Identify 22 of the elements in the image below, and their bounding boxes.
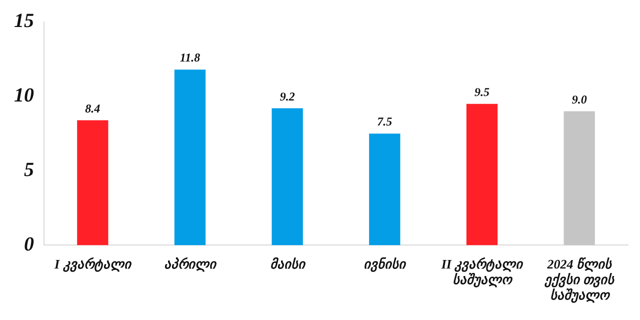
bar <box>466 104 498 246</box>
data-label: 7.5 <box>377 114 392 129</box>
bar <box>369 134 400 246</box>
bar <box>564 111 595 246</box>
data-label: 8.4 <box>85 101 100 116</box>
x-tick-label: ივნისი <box>364 256 407 272</box>
y-tick-label: 15 <box>14 10 34 32</box>
bar <box>272 108 303 246</box>
bar <box>174 70 206 246</box>
data-label: 11.8 <box>180 50 200 65</box>
x-tick-label: II კვარტალი საშუალო <box>440 256 524 288</box>
x-tick-label: 2024 წლის ექვსი თვის საშუალო <box>544 256 615 304</box>
y-tick-label: 5 <box>24 158 34 181</box>
x-tick-label: მაისი <box>270 256 306 272</box>
y-tick-label: 0 <box>24 233 34 256</box>
data-label: 9.5 <box>474 84 490 99</box>
y-tick-label: 10 <box>14 84 34 107</box>
data-label: 9.0 <box>572 92 587 106</box>
x-tick-label: აპრილი <box>164 256 217 272</box>
bar <box>77 120 108 246</box>
x-tick-label: I კვარტალი <box>54 256 132 272</box>
data-label: 9.2 <box>280 89 295 104</box>
